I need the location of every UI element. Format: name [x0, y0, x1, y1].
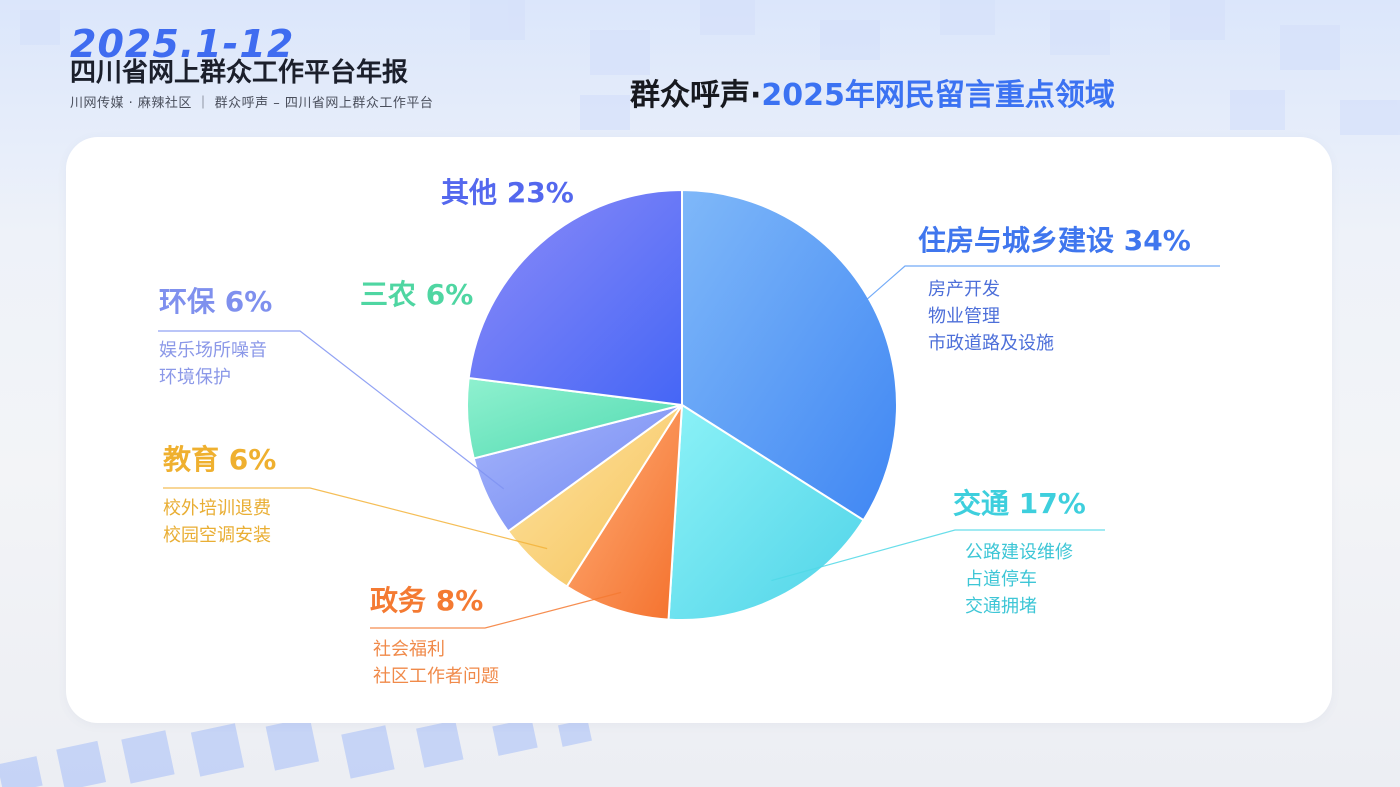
report-year: 2025.1-12	[70, 22, 295, 66]
slice-label-agri: 三农 6%	[360, 278, 473, 312]
report-subtitle: 川网传媒 · 麻辣社区 ｜ 群众呼声 – 四川省网上群众工作平台	[70, 96, 434, 111]
pie-slice-other	[467, 188, 683, 407]
slice-title-agri: 三农 6%	[360, 278, 474, 311]
leader-line-housing	[854, 265, 1220, 311]
leader-line-edu	[163, 487, 548, 550]
report-title: 四川省网上群众工作平台年报	[70, 58, 409, 88]
report-header: 2025.1-12 四川省网上群众工作平台年报 川网传媒 · 麻辣社区 ｜ 群众…	[70, 22, 433, 111]
pie-slice-housing	[681, 188, 898, 522]
slice-item: 社区工作者问题	[373, 666, 499, 687]
slice-item: 市政道路及设施	[928, 333, 1054, 354]
slice-label-other: 其他 23%	[441, 176, 574, 210]
slice-item: 物业管理	[928, 306, 1000, 327]
slice-label-edu: 教育 6% 校外培训退费 校园空调安装	[163, 443, 276, 549]
slice-item: 社会福利	[373, 639, 445, 660]
slice-label-housing: 住房与城乡建设 34% 房产开发 物业管理 市政道路及设施	[918, 224, 1191, 357]
slice-label-gov: 政务 8% 社会福利 社区工作者问题	[370, 584, 499, 690]
slice-label-traffic: 交通 17% 公路建设维修 占道停车 交通拥堵	[953, 487, 1086, 620]
slice-title-env: 环保 6%	[159, 285, 273, 318]
pie-slices	[466, 188, 898, 621]
page-title: 群众呼声·2025年网民留言重点领域	[630, 70, 1115, 114]
slice-item: 娱乐场所噪音	[159, 340, 267, 361]
leader-lines	[158, 265, 1220, 629]
slice-item: 校外培训退费	[163, 498, 271, 519]
slice-item: 校园空调安装	[163, 525, 271, 546]
page-title-part1: 群众呼声·	[630, 78, 762, 113]
slice-item: 公路建设维修	[965, 542, 1073, 563]
pie-slice-gov	[565, 404, 683, 621]
slice-title-traffic: 交通 17%	[953, 487, 1086, 520]
slice-title-gov: 政务 8%	[370, 584, 484, 617]
slice-title-edu: 教育 6%	[163, 443, 277, 476]
leader-line-gov	[370, 591, 622, 629]
page-title-part2: 2025年网民留言重点领域	[761, 78, 1115, 113]
slice-item: 占道停车	[965, 569, 1037, 590]
slice-label-env: 环保 6% 娱乐场所噪音 环境保护	[159, 285, 272, 391]
leader-line-env	[158, 330, 505, 490]
slice-title-housing: 住房与城乡建设 34%	[918, 224, 1191, 257]
slice-item: 房产开发	[928, 279, 1000, 300]
slice-item: 环境保护	[159, 367, 231, 388]
slice-title-other: 其他 23%	[441, 176, 574, 209]
slice-item: 交通拥堵	[965, 596, 1037, 617]
pie-slice-traffic	[667, 403, 865, 621]
leader-line-traffic	[771, 529, 1105, 582]
